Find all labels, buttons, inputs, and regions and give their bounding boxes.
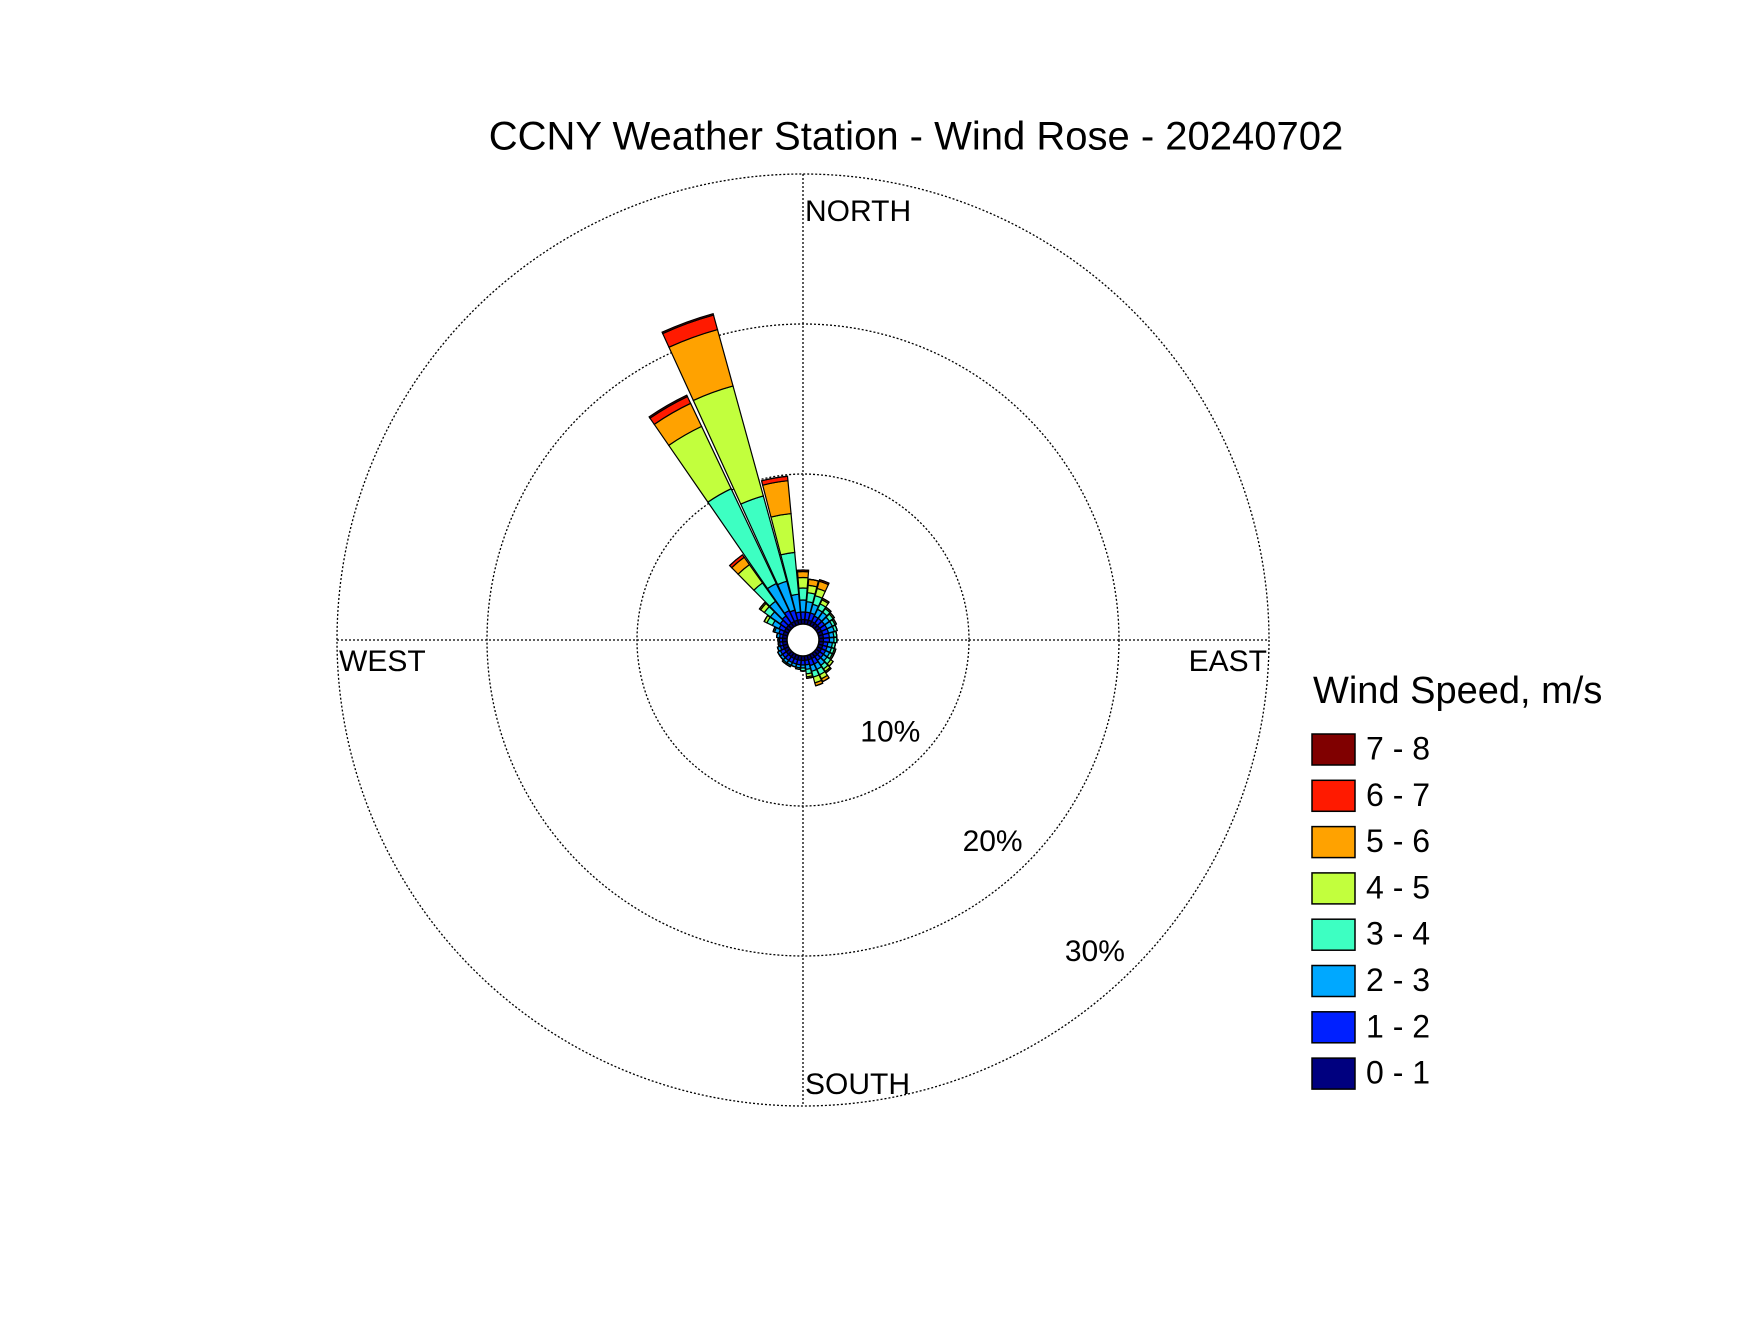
legend-swatch bbox=[1312, 1058, 1355, 1089]
legend-label: 3 - 4 bbox=[1366, 916, 1430, 952]
legend-swatch bbox=[1312, 919, 1355, 950]
legend-label: 1 - 2 bbox=[1366, 1008, 1430, 1044]
legend-swatch bbox=[1312, 827, 1355, 858]
r-tick-label: 30% bbox=[1065, 935, 1125, 968]
legend: 0 - 1 1 - 2 2 - 3 3 - 4 4 - 5 5 - 6 6 - 7 7 - 8 bbox=[1312, 730, 1430, 1090]
center-hole bbox=[787, 624, 819, 656]
bars bbox=[649, 314, 837, 686]
legend-label: 7 - 8 bbox=[1366, 730, 1430, 766]
legend-title: Wind Speed, m/s bbox=[1313, 670, 1602, 712]
direction-label: SOUTH bbox=[805, 1068, 910, 1101]
legend-label: 5 - 6 bbox=[1366, 823, 1430, 859]
legend-swatch bbox=[1312, 780, 1355, 811]
legend-label: 4 - 5 bbox=[1366, 869, 1430, 905]
direction-label: NORTH bbox=[805, 195, 911, 228]
legend-swatch bbox=[1312, 1012, 1355, 1043]
r-tick-label: 10% bbox=[860, 716, 920, 749]
legend-swatch bbox=[1312, 734, 1355, 765]
wedge bbox=[799, 588, 807, 600]
direction-label: EAST bbox=[1189, 645, 1267, 678]
wedge bbox=[798, 572, 809, 578]
chart-title: CCNY Weather Station - Wind Rose - 20240… bbox=[489, 115, 1344, 159]
wedge bbox=[777, 633, 778, 637]
r-tick-label: 20% bbox=[963, 825, 1023, 858]
legend-label: 0 - 1 bbox=[1366, 1055, 1430, 1091]
wedge bbox=[798, 578, 808, 589]
wedge bbox=[778, 642, 779, 646]
legend-label: 2 - 3 bbox=[1366, 962, 1430, 998]
legend-label: 6 - 7 bbox=[1366, 777, 1430, 813]
wedge bbox=[829, 638, 834, 643]
legend-swatch bbox=[1312, 966, 1355, 997]
legend-swatch bbox=[1312, 873, 1355, 904]
direction-label: WEST bbox=[339, 645, 426, 678]
